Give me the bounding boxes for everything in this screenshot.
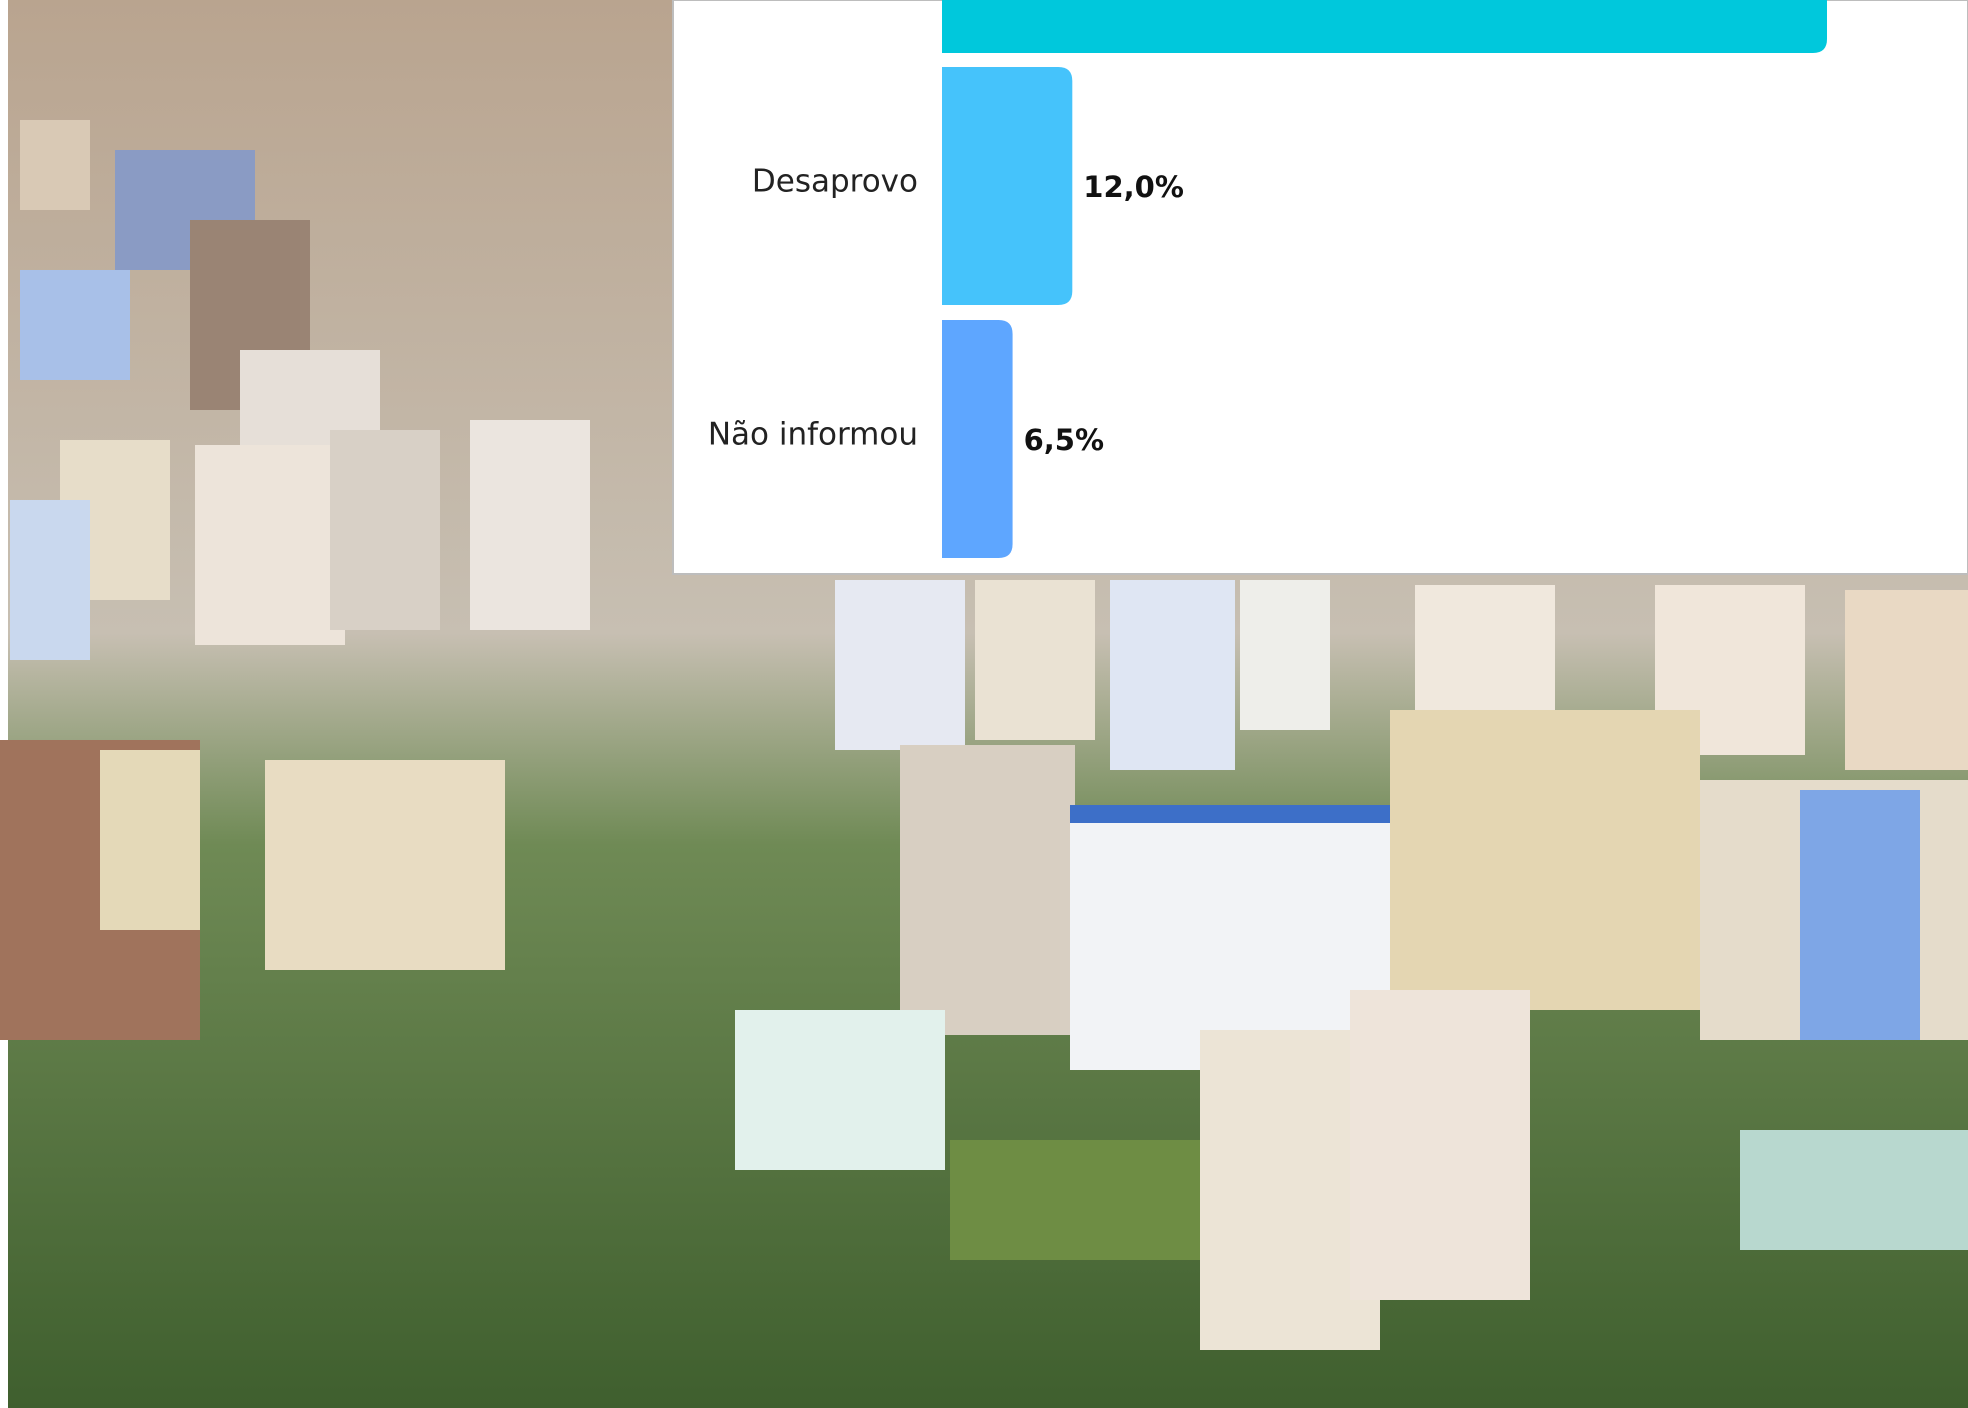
value-label: 12,0% [1083,170,1184,204]
value-label: 6,5% [1024,423,1104,457]
category-label: Desaprovo [752,164,918,200]
bar [942,320,1013,558]
category-label: Não informou [708,417,918,453]
bar [942,0,1827,53]
bar [942,67,1073,305]
chart-panel [672,0,1968,575]
bar-chart: Desaprovo 12,0% Não informou 6,5% [708,0,1827,558]
